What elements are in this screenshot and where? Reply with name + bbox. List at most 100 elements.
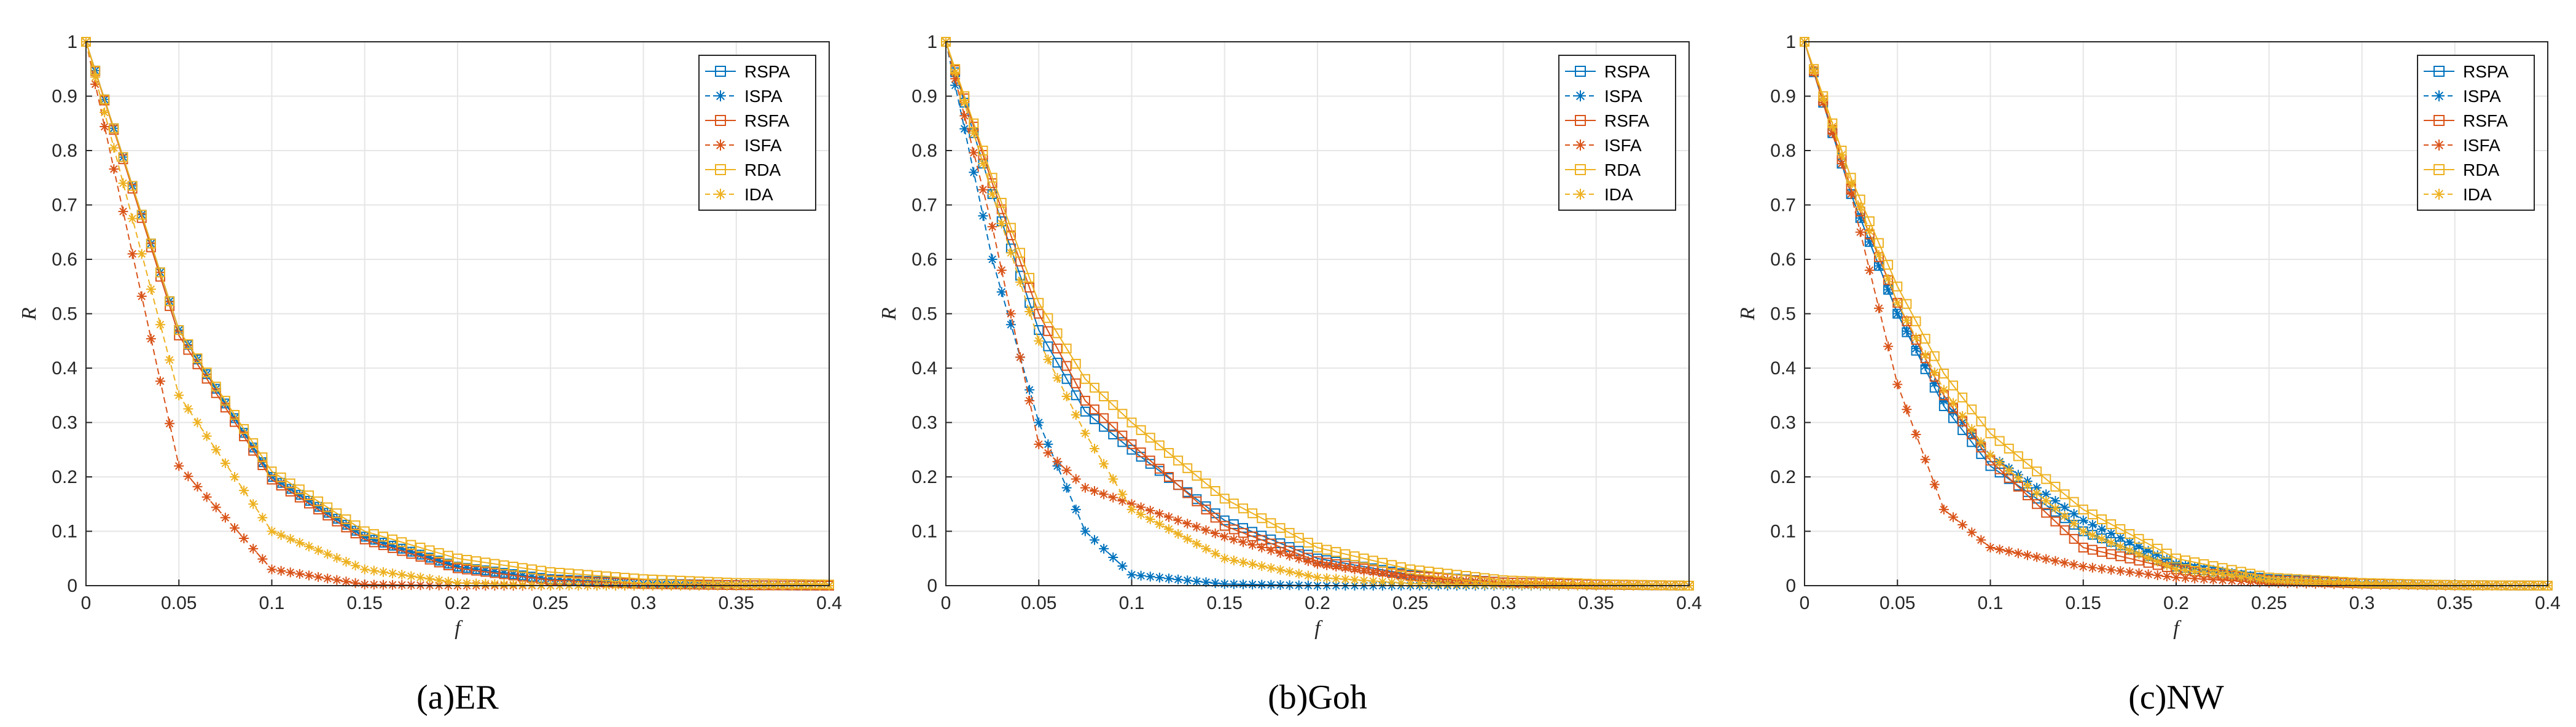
legend-item-ispa: ISPA	[1565, 87, 1642, 106]
legend-marker	[1575, 66, 1586, 77]
legend-box	[1558, 55, 1676, 211]
marker-ispa	[2050, 495, 2061, 506]
marker-ida	[2032, 488, 2042, 498]
marker-rda	[591, 570, 602, 581]
marker-isfa	[1377, 568, 1388, 579]
marker-ida	[1257, 561, 1267, 572]
y-tick-label: 0.3	[911, 413, 937, 433]
marker-ida	[1405, 578, 1416, 589]
marker-rda	[2050, 481, 2061, 492]
legend-label: RDA	[744, 160, 781, 179]
marker-isfa	[1827, 128, 1838, 138]
marker-ida	[1836, 150, 1847, 160]
marker-ida	[2041, 495, 2051, 506]
marker-rsfa	[2041, 508, 2051, 518]
marker-ida	[1892, 297, 1903, 308]
marker-isfa	[1136, 502, 1146, 513]
marker-isfa	[1929, 479, 1940, 490]
x-tick-label: 0.2	[445, 593, 470, 613]
marker-rda	[1994, 436, 2005, 446]
marker-ida	[109, 143, 119, 153]
marker-isfa	[1192, 522, 1202, 532]
legend-marker	[2434, 115, 2445, 126]
legend-item-rspa: RSPA	[2424, 62, 2508, 81]
marker-ida	[1238, 557, 1248, 567]
legend-label: ISFA	[744, 136, 782, 155]
marker-rda	[471, 556, 482, 567]
marker-ida	[2115, 541, 2126, 552]
marker-ida	[322, 549, 333, 559]
marker-isfa	[2023, 550, 2032, 560]
y-tick-label: 0	[67, 576, 77, 596]
marker-ida	[1902, 315, 1912, 326]
marker-isfa	[285, 567, 295, 578]
marker-ispa	[2115, 533, 2126, 543]
marker-rda	[304, 490, 314, 501]
legend-label: ISFA	[1604, 136, 1642, 155]
marker-rda	[220, 396, 230, 406]
marker-rda	[2190, 557, 2200, 567]
legend-label: RSPA	[1604, 62, 1650, 81]
marker-ispa	[959, 124, 970, 134]
marker-rda	[517, 563, 528, 573]
marker-ispa	[424, 552, 435, 563]
marker-rspa	[1061, 374, 1072, 384]
marker-ispa	[1136, 570, 1146, 581]
marker-ida	[1201, 543, 1211, 554]
marker-ida	[1855, 202, 1865, 213]
marker-rda	[2097, 514, 2107, 525]
marker-ida	[1061, 391, 1072, 402]
marker-ispa	[950, 80, 961, 90]
legend: RSPA ISPA RSFA ISFA RDA IDA	[1558, 55, 1676, 211]
marker-ispa	[388, 540, 398, 551]
x-tick-labels: 0 0.05 0.1 0.15 0.2 0.25 0.3 0.35 0.4	[81, 593, 842, 613]
marker-rsfa	[1117, 430, 1128, 441]
marker-ida	[2357, 579, 2367, 589]
marker-ida	[1294, 568, 1304, 579]
marker-rda	[987, 173, 997, 183]
y-axis-label: R	[18, 307, 41, 321]
x-tick-label: 0.35	[1579, 593, 1614, 613]
marker-ida	[996, 218, 1007, 229]
marker-isfa	[155, 376, 165, 387]
marker-isfa	[1126, 499, 1137, 509]
marker-ida	[2301, 576, 2311, 587]
marker-ida	[388, 568, 398, 579]
marker-isfa	[959, 111, 970, 121]
x-tick-label: 0.3	[2349, 593, 2375, 613]
marker-isfa	[1349, 564, 1360, 575]
legend-label: RSFA	[2463, 111, 2508, 130]
marker-ida	[2292, 576, 2302, 587]
x-tick-label: 0.05	[1879, 593, 1915, 613]
marker-ispa	[2041, 489, 2051, 500]
x-tick-label: 0.4	[2535, 593, 2561, 613]
y-tick-label: 0.8	[911, 141, 937, 161]
y-tick-label: 0.8	[52, 141, 77, 161]
marker-isfa	[2004, 546, 2014, 557]
marker-rda	[508, 562, 518, 572]
marker-rda	[1238, 503, 1248, 514]
marker-rda	[1257, 513, 1267, 524]
marker-rda	[1080, 374, 1090, 384]
marker-rda	[192, 353, 203, 364]
marker-rda	[1099, 391, 1109, 402]
marker-isfa	[2097, 564, 2107, 574]
y-tick-label: 0.1	[1770, 522, 1796, 542]
marker-rda	[2069, 497, 2079, 507]
marker-isfa	[388, 580, 398, 590]
marker-rda	[1182, 463, 1193, 473]
marker-ida	[1985, 450, 1996, 460]
marker-rsfa	[1238, 528, 1248, 538]
marker-ida	[471, 578, 482, 589]
marker-ida	[397, 570, 407, 580]
x-tick-label: 0.35	[2437, 593, 2473, 613]
marker-ida	[1424, 578, 1434, 589]
marker-ida	[1489, 580, 1499, 590]
marker-ispa	[2032, 482, 2042, 493]
marker-rda	[1154, 440, 1165, 450]
marker-ida	[2023, 481, 2032, 491]
marker-ida	[2143, 552, 2153, 563]
marker-rda	[118, 152, 128, 162]
marker-rda	[155, 267, 165, 278]
marker-ispa	[490, 567, 500, 577]
